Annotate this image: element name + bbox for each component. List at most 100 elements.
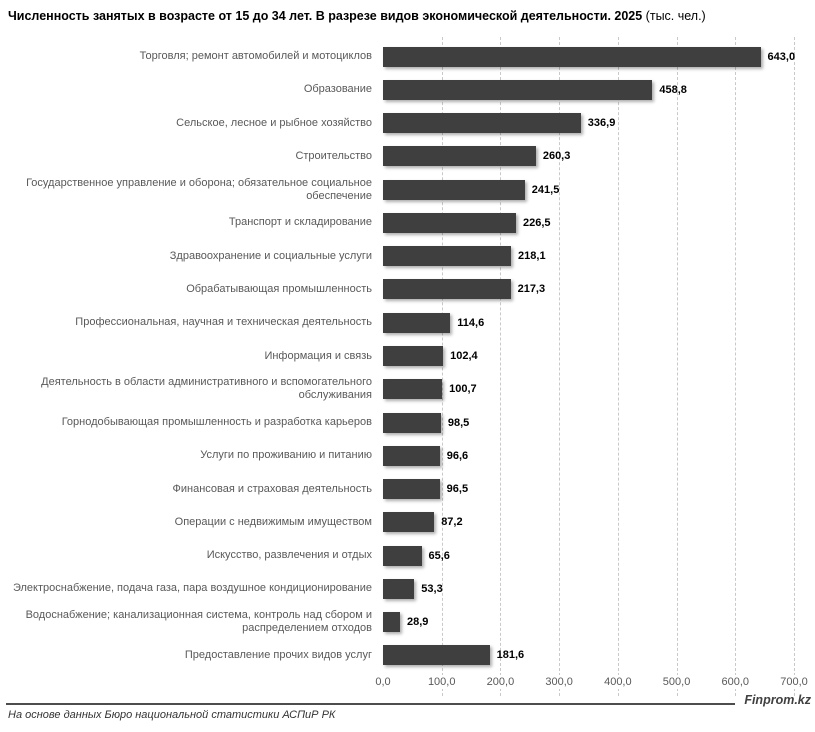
gridline [735, 37, 737, 696]
bar-row: Водоснабжение; канализационная система, … [0, 606, 815, 639]
bar-row: Строительство 260,3 [0, 140, 815, 173]
bar [383, 79, 653, 100]
category-label: Транспорт и складирование [228, 216, 372, 229]
bar [383, 379, 443, 400]
bar-row: Здравоохранение и социальные услуги 218,1 [0, 240, 815, 273]
value-label: 643,0 [767, 50, 796, 63]
category-label: Образование [303, 83, 372, 96]
value-label: 96,5 [446, 483, 469, 496]
category-label: Водоснабжение; канализационная система, … [25, 609, 372, 635]
category-label: Профессиональная, научная и техническая … [75, 316, 372, 329]
category-label: Обрабатывающая промышленность [186, 282, 372, 295]
bar [383, 312, 451, 333]
bar-row: Услуги по проживанию и питанию 96,6 [0, 439, 815, 472]
bar-row: Финансовая и страховая деятельность 96,5 [0, 472, 815, 505]
value-label: 241,5 [531, 183, 560, 196]
value-label: 28,9 [406, 616, 429, 629]
x-axis: 0,0 100,0 200,0 300,0 400,0 500,0 600,0 700,0 [0, 675, 815, 689]
bar-row: Искусство, развлечения и отдых 65,6 [0, 539, 815, 572]
value-label: 181,6 [496, 649, 525, 662]
category-label: Здравоохранение и социальные услуги [169, 249, 372, 262]
gridline [441, 37, 443, 696]
bar [383, 578, 415, 599]
category-label: Информация и связь [264, 349, 372, 362]
x-axis-tick-label: 0,0 [373, 675, 393, 689]
value-label: 218,1 [518, 250, 546, 263]
gridline [500, 37, 502, 696]
bar-row: Обрабатывающая промышленность 217,3 [0, 273, 815, 306]
bar-row: Профессиональная, научная и техническая … [0, 306, 815, 339]
x-axis-tick-label: 300,0 [543, 675, 575, 689]
value-label: 102,4 [450, 350, 478, 363]
category-label: Услуги по проживанию и питанию [200, 449, 372, 462]
bar [383, 445, 440, 466]
bar-row: Торговля; ремонт автомобилей и мотоцикло… [0, 40, 815, 73]
chart-title: Численность занятых в возрасте от 15 до … [8, 9, 706, 23]
bar [383, 146, 536, 167]
bar [383, 212, 516, 233]
category-label: Предоставление прочих видов услуг [184, 648, 372, 661]
value-label: 96,6 [446, 449, 469, 462]
bar-rows: Торговля; ремонт автомобилей и мотоцикло… [0, 40, 815, 672]
bar-row: Операции с недвижимым имуществом 87,2 [0, 506, 815, 539]
value-label: 226,5 [522, 216, 551, 229]
category-label: Строительство [295, 149, 372, 162]
bar-row: Деятельность в области административного… [0, 373, 815, 406]
category-label: Операции с недвижимым имуществом [174, 515, 372, 528]
bar [383, 46, 761, 67]
value-label: 260,3 [542, 150, 571, 163]
bar [383, 645, 490, 666]
category-label: Деятельность в области административного… [41, 376, 372, 402]
value-label: 65,6 [428, 549, 450, 562]
value-label: 53,3 [421, 582, 443, 595]
source-note: На основе данных Бюро национальной стати… [8, 709, 336, 721]
bar-row: Транспорт и складирование 226,5 [0, 206, 815, 239]
bar-row: Предоставление прочих видов услуг 181,6 [0, 639, 815, 672]
x-axis-tick-label: 700,0 [778, 675, 810, 689]
footer-divider [6, 703, 735, 705]
value-label: 114,6 [457, 316, 485, 329]
gridline [617, 37, 619, 696]
category-label: Горнодобывающая промышленность и разрабо… [61, 416, 372, 429]
category-label: Сельское, лесное и рыбное хозяйство [176, 116, 372, 129]
bar-row: Образование 458,8 [0, 73, 815, 106]
value-label: 100,7 [449, 383, 477, 396]
bar [383, 179, 525, 200]
brand-watermark: Finprom.kz [744, 693, 811, 707]
bar [383, 545, 422, 566]
value-label: 217,3 [517, 283, 546, 296]
gridline [676, 37, 678, 696]
bar-row: Электроснабжение, подача газа, пара возд… [0, 572, 815, 605]
bar [383, 279, 511, 300]
bar [383, 246, 512, 267]
bar-row: Горнодобывающая промышленность и разрабо… [0, 406, 815, 439]
value-label: 458,8 [659, 83, 687, 96]
gridline [559, 37, 561, 696]
bar-row: Сельское, лесное и рыбное хозяйство 336,9 [0, 107, 815, 140]
x-axis-tick-label: 500,0 [660, 675, 693, 689]
category-label: Торговля; ремонт автомобилей и мотоцикло… [139, 50, 372, 63]
bar [383, 479, 440, 500]
category-label: Финансовая и страховая деятельность [172, 482, 372, 495]
gridline [794, 37, 795, 696]
bar [383, 512, 435, 533]
bar [383, 346, 444, 367]
bar [383, 113, 581, 134]
category-label: Государственное управление и оборона; об… [26, 176, 372, 202]
bar-row: Государственное управление и оборона; об… [0, 173, 815, 206]
category-label: Электроснабжение, подача газа, пара возд… [12, 582, 372, 595]
value-label: 87,2 [441, 516, 463, 529]
value-label: 98,5 [447, 416, 470, 429]
category-label: Искусство, развлечения и отдых [206, 549, 372, 562]
bar-row: Информация и связь 102,4 [0, 339, 815, 372]
x-axis-tick-label: 100,0 [425, 675, 458, 689]
x-axis-tick-label: 400,0 [602, 675, 634, 689]
chart-title-unit: (тыс. чел.) [642, 9, 706, 23]
value-label: 336,9 [587, 117, 616, 130]
bar [383, 612, 400, 633]
x-axis-tick-label: 200,0 [484, 675, 517, 689]
x-axis-tick-label: 600,0 [719, 675, 752, 689]
chart-title-main: Численность занятых в возрасте от 15 до … [8, 9, 643, 23]
bar [383, 412, 441, 433]
